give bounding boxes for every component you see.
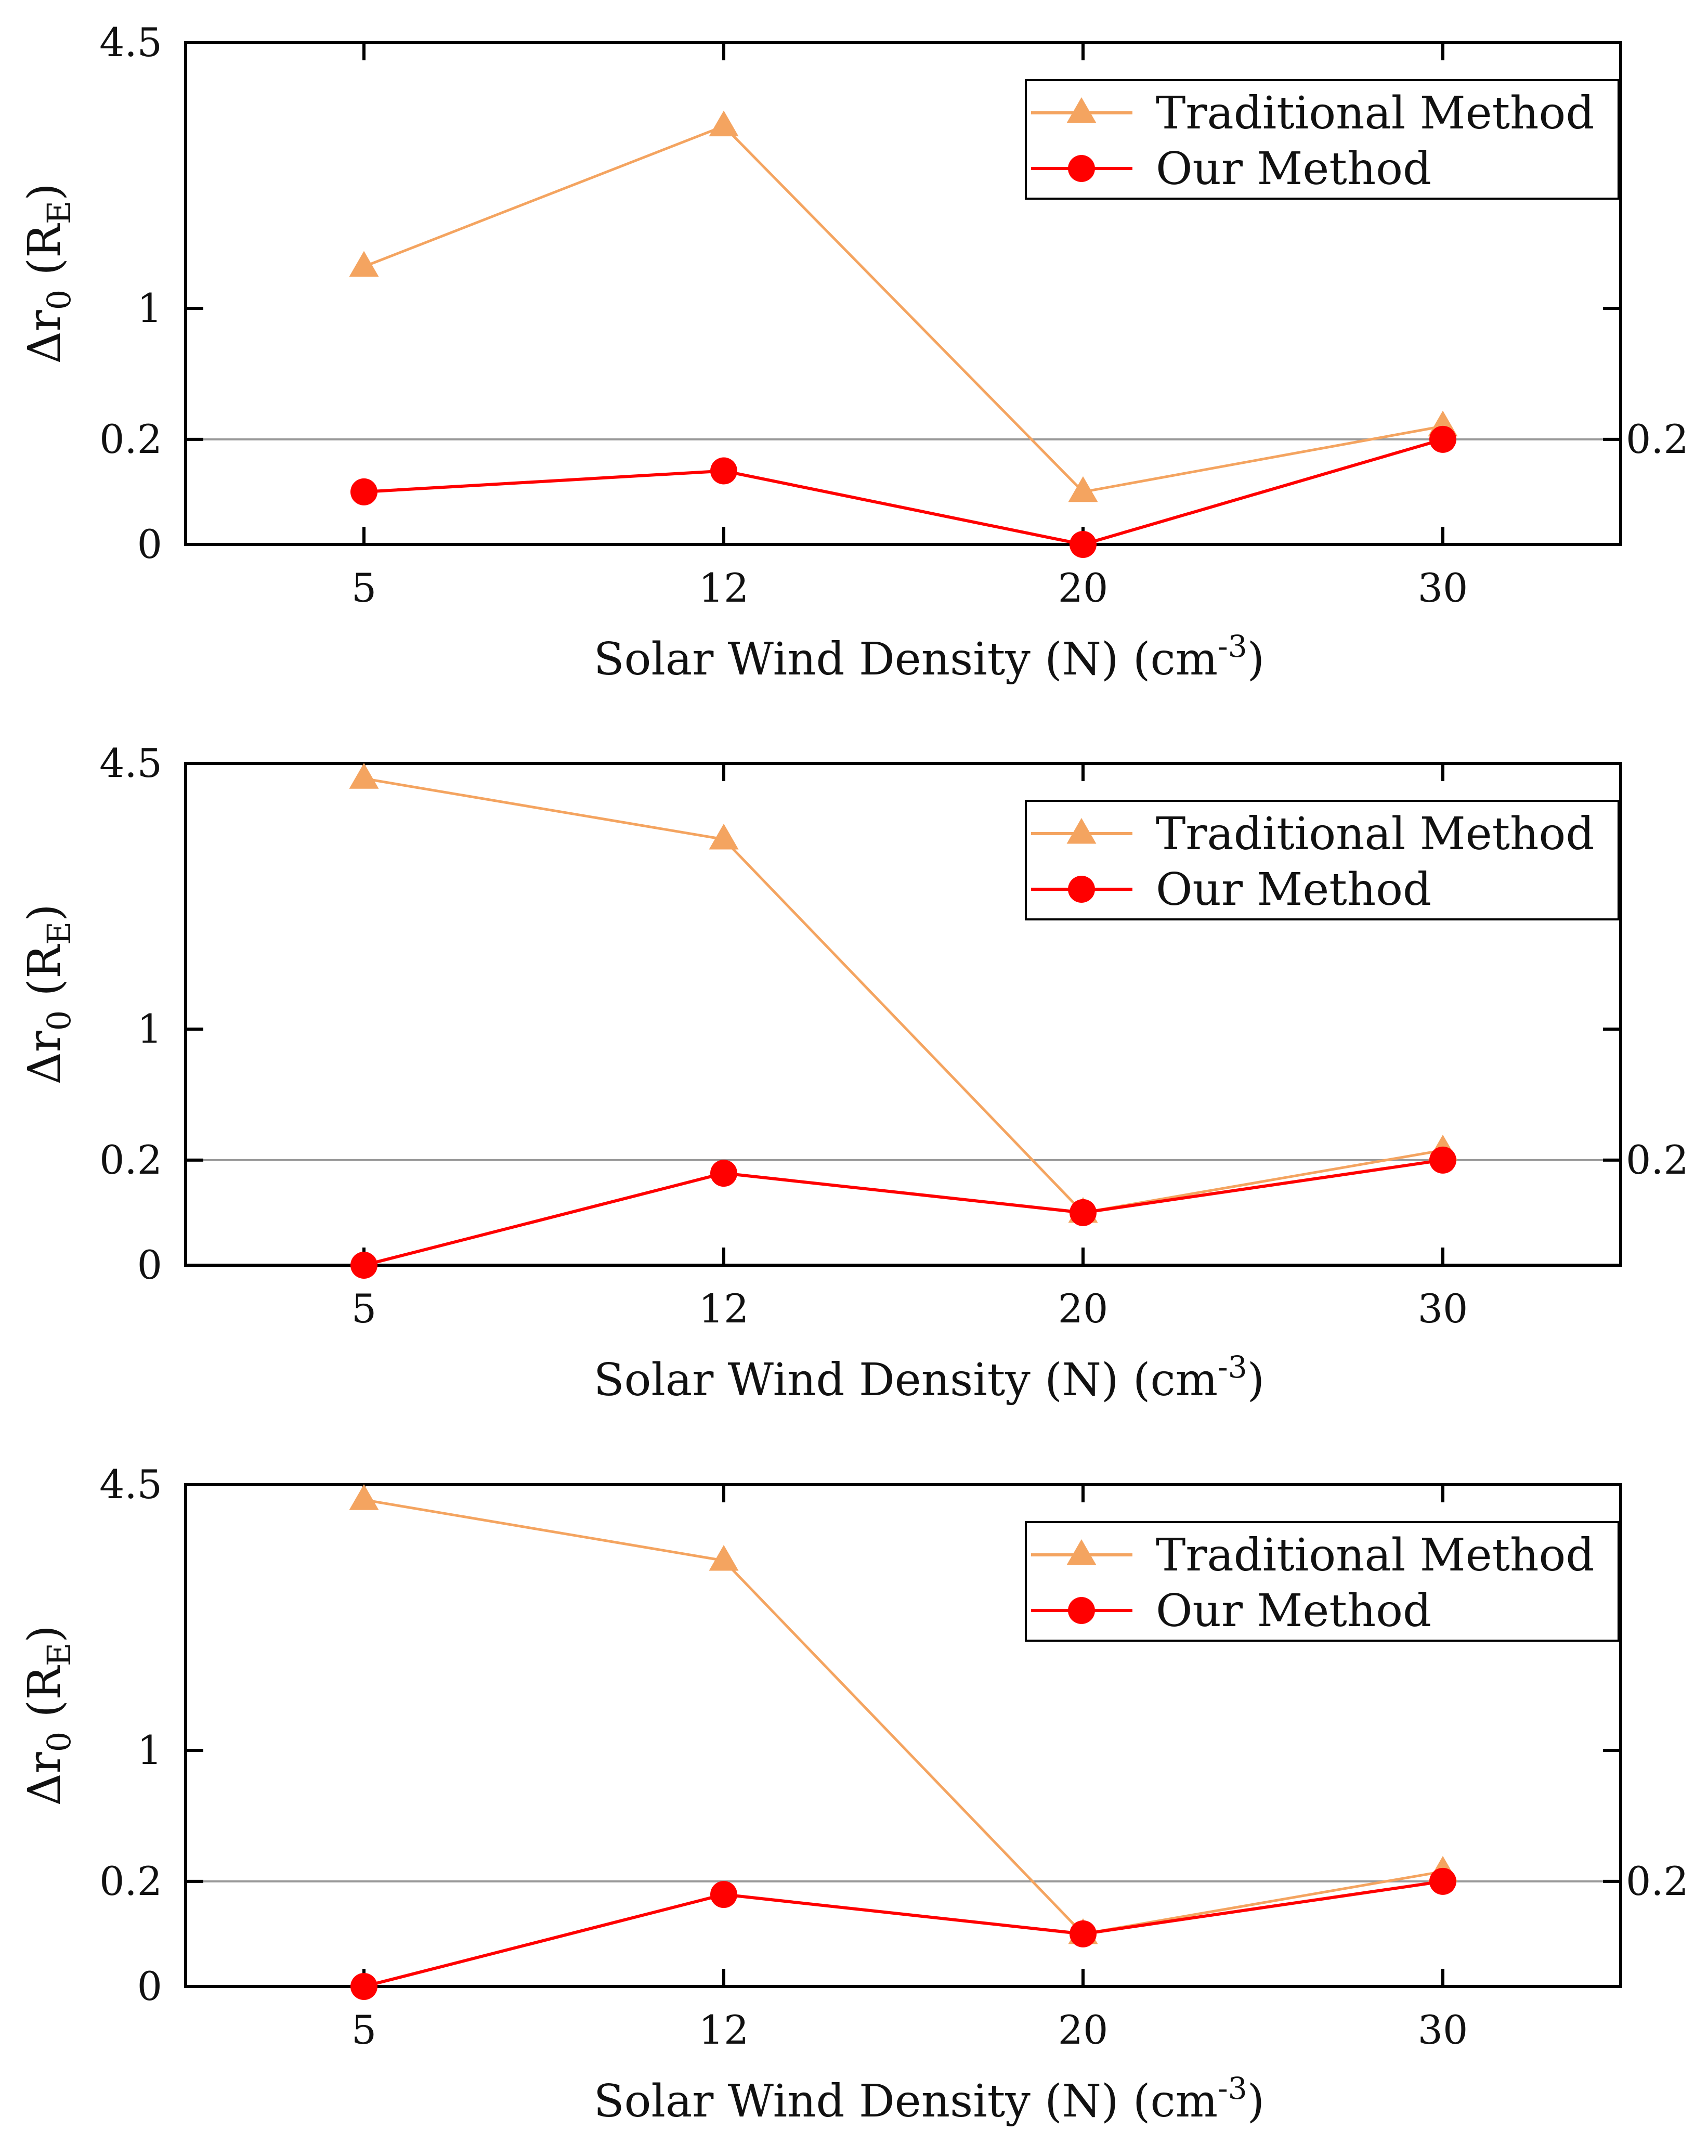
x-axis-label-sup: -3 [1218,2071,1247,2106]
y-axis-label-end: ) [19,183,71,201]
x-tick-label: 12 [699,2007,749,2053]
data-point-our [1070,531,1097,558]
x-axis-label-end: ) [1247,2075,1265,2127]
x-tick-label: 12 [699,565,749,611]
x-tick-label: 5 [351,565,376,611]
y-axis-label-end: ) [19,1625,71,1643]
legend-marker-our [1068,1597,1095,1624]
series-line-our [364,1160,1443,1265]
legend-label: Our Method [1156,143,1431,195]
legend-label: Traditional Method [1156,808,1594,860]
data-point-our [710,1881,737,1908]
x-tick-label: 12 [699,1285,749,1332]
y-axis-label-end: ) [19,904,71,921]
y-right-tick-label: 0.2 [1626,416,1689,462]
y-axis-label: Δr0 (RE) [19,183,78,363]
data-point-traditional [349,763,379,789]
x-axis-label-end: ) [1247,633,1265,685]
legend-label: Traditional Method [1156,1529,1594,1581]
y-tick-label: 0 [137,1963,162,2009]
data-point-our [350,1973,377,2000]
legend-label: Our Method [1156,864,1431,916]
y-tick-label: 0 [137,521,162,567]
data-point-our [1429,1868,1456,1895]
x-axis-label-main: Solar Wind Density (N) (cm [594,1354,1218,1406]
y-axis-label-unit: (R [19,944,71,1010]
y-tick-label: 0.2 [99,1858,162,1904]
y-axis-label-sub: 0 [40,1732,78,1752]
x-axis-label: Solar Wind Density (N) (cm-3) [594,1349,1264,1406]
x-axis-label-sup: -3 [1218,1349,1247,1385]
y-tick-label: 1 [137,285,162,331]
y-axis-label: Δr0 (RE) [19,1625,78,1806]
y-tick-label: 4.5 [99,19,162,66]
legend-marker-our [1068,876,1095,903]
legend-label: Traditional Method [1156,87,1594,139]
data-point-traditional [349,1484,379,1510]
data-point-traditional [709,111,739,137]
x-tick-label: 30 [1418,565,1468,611]
x-axis-label-main: Solar Wind Density (N) (cm [594,2075,1218,2127]
chart-panel-2: 0 0.2 1 4.5 0.2 5 12 20 30 Solar Wind Density (N)… [19,740,1689,1406]
y-axis-label-unit: (R [19,1665,71,1732]
data-point-our [710,1160,737,1187]
x-axis-label-sup: -3 [1218,629,1247,664]
data-point-our [1429,1147,1456,1174]
x-tick-label: 20 [1058,1285,1109,1332]
chart-panel-1: 0 0.2 1 4.5 0.2 5 12 20 30 Solar Wind Density (N)… [19,19,1689,685]
y-tick-label: 4.5 [99,740,162,786]
legend-label: Our Method [1156,1585,1431,1637]
x-tick-label: 20 [1058,2007,1109,2053]
data-point-our [1429,426,1456,453]
y-tick-label: 0.2 [99,1137,162,1183]
y-right-tick-label: 0.2 [1626,1137,1689,1183]
y-axis-label-unit-sub: E [40,201,78,224]
data-point-our [1070,1920,1097,1947]
y-axis-label-unit-sub: E [40,921,78,945]
x-axis-label-main: Solar Wind Density (N) (cm [594,633,1218,685]
y-axis-label-main: Δr [19,309,71,363]
y-axis-label-main: Δr [19,1751,71,1806]
y-right-tick-label: 0.2 [1626,1858,1689,1904]
x-axis-label: Solar Wind Density (N) (cm-3) [594,2071,1264,2127]
x-axis-label-end: ) [1247,1354,1265,1406]
y-tick-label: 1 [137,1006,162,1052]
y-tick-label: 0.2 [99,416,162,462]
data-point-our [1070,1199,1097,1226]
figure: 0 0.2 1 4.5 0.2 5 12 20 30 Solar Wind Density (N)… [0,0,1708,2156]
y-axis-label-unit-sub: E [40,1643,78,1666]
legend-marker-our [1068,155,1095,182]
x-tick-label: 30 [1418,1285,1468,1332]
x-tick-label: 5 [351,2007,376,2053]
data-point-our [350,1252,377,1279]
data-point-our [350,478,377,505]
y-axis-label: Δr0 (RE) [19,904,78,1084]
x-tick-label: 5 [351,1285,376,1332]
y-tick-label: 0 [137,1242,162,1288]
data-point-our [710,457,737,484]
y-axis-label-sub: 0 [40,1010,78,1031]
y-tick-label: 4.5 [99,1461,162,1508]
x-tick-label: 30 [1418,2007,1468,2053]
y-axis-label-main: Δr [19,1030,71,1084]
chart-panel-3: 0 0.2 1 4.5 0.2 5 12 20 30 Solar Wind Density (N)… [19,1461,1689,2127]
y-axis-label-unit: (R [19,223,71,290]
y-tick-label: 1 [137,1727,162,1773]
x-tick-label: 20 [1058,565,1109,611]
series-line-our [364,1881,1443,1986]
x-axis-label: Solar Wind Density (N) (cm-3) [594,629,1264,685]
y-axis-label-sub: 0 [40,290,78,310]
